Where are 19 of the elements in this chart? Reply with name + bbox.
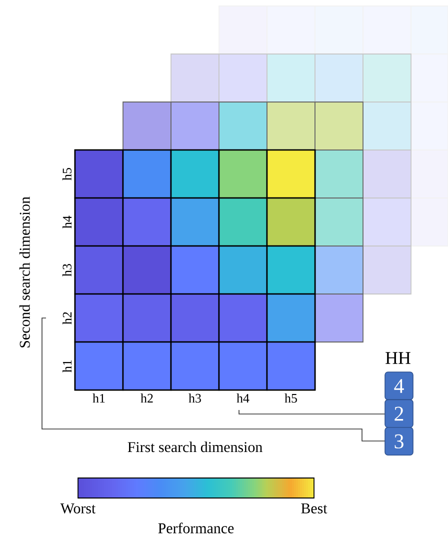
y-axis-title: Second search dimension bbox=[19, 196, 30, 348]
y-tick-label: h4 bbox=[62, 216, 72, 228]
y-tick-label: h5 bbox=[62, 168, 72, 180]
y-tick-label: h2 bbox=[62, 312, 72, 324]
color-bar-label: Worst bbox=[60, 504, 96, 514]
y-tick-label: h3 bbox=[62, 264, 72, 276]
text: HH bbox=[386, 352, 410, 364]
y-tick-label: h1 bbox=[62, 360, 72, 372]
text: 2 bbox=[394, 406, 404, 421]
color-bar-title: Performance bbox=[158, 522, 234, 534]
x-tick-label: h5 bbox=[284, 394, 297, 403]
x-axis-title: First search dimension bbox=[128, 442, 262, 452]
x-tick-label: h4 bbox=[236, 394, 250, 403]
text: 4 bbox=[394, 379, 404, 393]
color-bar-label: Best bbox=[301, 504, 328, 514]
x-tick-label: h2 bbox=[140, 394, 153, 403]
text: 3 bbox=[394, 434, 404, 448]
x-tick-label: h3 bbox=[188, 394, 201, 403]
x-tick-label: h1 bbox=[92, 394, 105, 403]
